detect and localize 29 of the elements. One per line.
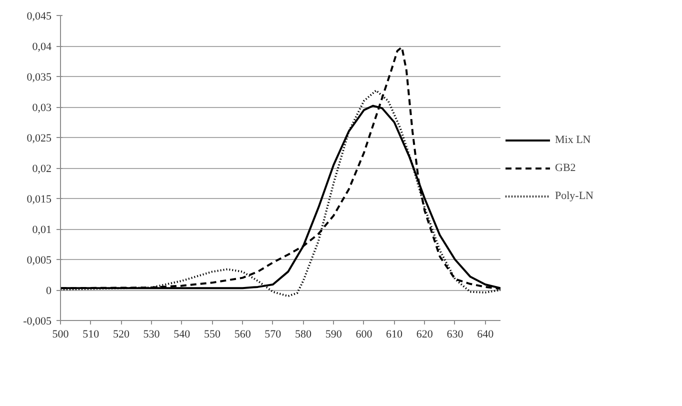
y-tick-label: -0,005 [23, 316, 52, 328]
x-tick-label: 610 [386, 328, 404, 340]
legend-label: Poly-LN [555, 190, 594, 202]
x-tick-label: 620 [416, 328, 434, 340]
legend-label: GB2 [555, 162, 576, 174]
y-tick-label: 0,03 [32, 102, 52, 114]
y-tick-label: 0 [46, 285, 52, 297]
y-tick-label: 0,045 [26, 10, 52, 22]
y-tick-label: 0,04 [32, 41, 52, 53]
x-tick-label: 550 [204, 328, 221, 340]
x-tick-label: 580 [295, 328, 312, 340]
y-tick-label: 0,01 [32, 224, 52, 236]
x-tick-label: 560 [234, 328, 252, 340]
x-tick-label: 540 [174, 328, 191, 340]
x-tick-label: 590 [325, 328, 342, 340]
y-tick-label: 0,035 [26, 72, 52, 84]
x-tick-label: 530 [143, 328, 160, 340]
x-tick-label: 630 [446, 328, 464, 340]
x-tick-label: 500 [52, 328, 70, 340]
x-tick-label: 520 [112, 328, 130, 340]
legend-label: Mix LN [555, 134, 591, 146]
y-tick-label: 0,005 [26, 254, 52, 266]
x-tick-label: 570 [264, 328, 282, 340]
x-tick-label: 510 [82, 328, 100, 340]
x-tick-label: 640 [477, 328, 494, 340]
y-tick-label: 0,025 [26, 132, 52, 144]
x-tick-label: 600 [356, 328, 373, 340]
y-tick-label: 0,015 [26, 194, 52, 206]
y-tick-label: 0,02 [32, 163, 52, 175]
